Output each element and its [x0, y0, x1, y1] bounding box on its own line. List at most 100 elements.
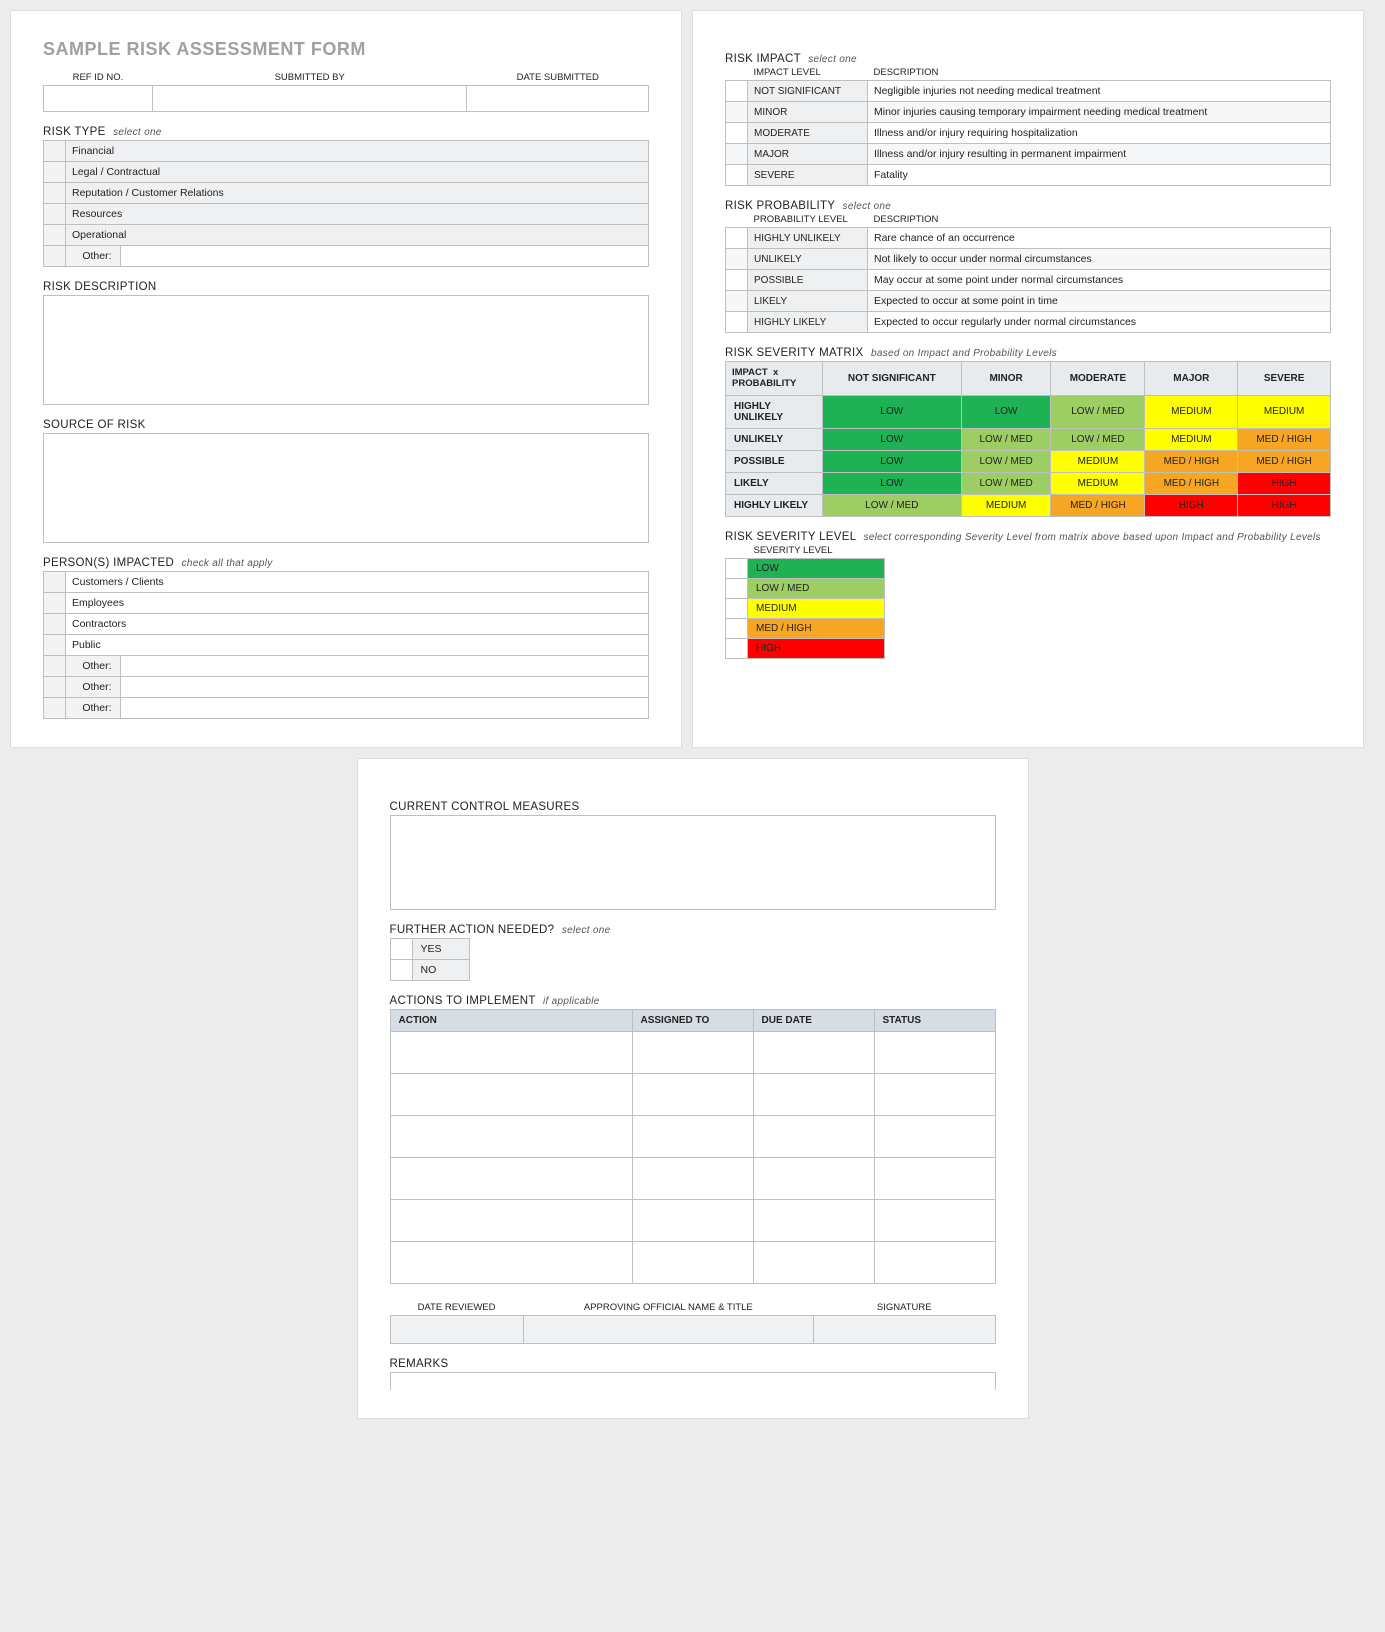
matrix-cell: MEDIUM — [1051, 472, 1145, 494]
actions-cell[interactable] — [874, 1032, 995, 1074]
actions-cell[interactable] — [390, 1074, 632, 1116]
persons-other-input[interactable] — [120, 677, 648, 697]
risk-type-option: Legal / Contractual — [66, 162, 649, 183]
actions-cell[interactable] — [753, 1032, 874, 1074]
actions-cell[interactable] — [874, 1074, 995, 1116]
level-name: POSSIBLE — [748, 270, 868, 291]
actions-table: ACTIONASSIGNED TODUE DATESTATUS — [390, 1009, 996, 1284]
actions-cell[interactable] — [753, 1116, 874, 1158]
matrix-cell: MED / HIGH — [1145, 472, 1238, 494]
actions-cell[interactable] — [874, 1242, 995, 1284]
level-name: HIGHLY LIKELY — [748, 312, 868, 333]
persons-option: Customers / Clients — [66, 572, 649, 593]
level-checkbox[interactable] — [726, 312, 748, 333]
severity-level-option: HIGH — [748, 638, 885, 658]
risk-type-table: FinancialLegal / ContractualReputation /… — [43, 140, 649, 267]
severity-level-checkbox[interactable] — [726, 578, 748, 598]
actions-cell[interactable] — [632, 1074, 753, 1116]
risk-type-checkbox[interactable] — [44, 225, 66, 246]
severity-level-checkbox[interactable] — [726, 618, 748, 638]
severity-level-option: LOW — [748, 558, 885, 578]
persons-checkbox[interactable] — [44, 572, 66, 593]
actions-cell[interactable] — [753, 1200, 874, 1242]
signoff-signature-label: SIGNATURE — [813, 1298, 995, 1316]
date-submitted-input[interactable] — [467, 86, 649, 112]
severity-level-label: RISK SEVERITY LEVEL select corresponding… — [725, 531, 1331, 543]
severity-level-checkbox[interactable] — [726, 558, 748, 578]
level-name: NOT SIGNIFICANT — [748, 81, 868, 102]
further-action-yes-checkbox[interactable] — [390, 939, 412, 960]
actions-cell[interactable] — [390, 1032, 632, 1074]
matrix-impact-header: SEVERE — [1238, 362, 1331, 396]
risk-description-input[interactable] — [43, 295, 649, 405]
severity-level-sub: select corresponding Severity Level from… — [863, 532, 1320, 543]
actions-cell[interactable] — [753, 1074, 874, 1116]
persons-checkbox[interactable] — [44, 593, 66, 614]
signoff-date-label: DATE REVIEWED — [390, 1298, 523, 1316]
actions-cell[interactable] — [390, 1158, 632, 1200]
signoff-date-input[interactable] — [390, 1316, 523, 1344]
risk-type-checkbox[interactable] — [44, 141, 66, 162]
ref-id-input[interactable] — [44, 86, 153, 112]
persons-checkbox[interactable] — [44, 635, 66, 656]
actions-cell[interactable] — [753, 1242, 874, 1284]
further-action-yes-label: YES — [412, 939, 469, 960]
level-checkbox[interactable] — [726, 249, 748, 270]
level-checkbox[interactable] — [726, 81, 748, 102]
matrix-impact-header: MODERATE — [1051, 362, 1145, 396]
persons-checkbox[interactable] — [44, 677, 66, 698]
sheet-1: SAMPLE RISK ASSESSMENT FORM REF ID NO. S… — [10, 10, 682, 748]
current-controls-input[interactable] — [390, 815, 996, 910]
level-checkbox[interactable] — [726, 165, 748, 186]
risk-impact-label: RISK IMPACT select one — [725, 53, 1331, 65]
risk-type-checkbox[interactable] — [44, 204, 66, 225]
persons-other-input[interactable] — [120, 698, 648, 718]
persons-checkbox[interactable] — [44, 698, 66, 719]
persons-checkbox[interactable] — [44, 656, 66, 677]
matrix-cell: MEDIUM — [1238, 395, 1331, 428]
source-of-risk-input[interactable] — [43, 433, 649, 543]
actions-cell[interactable] — [632, 1158, 753, 1200]
matrix-impact-header: NOT SIGNIFICANT — [822, 362, 961, 396]
level-desc: Illness and/or injury requiring hospital… — [868, 123, 1331, 144]
actions-cell[interactable] — [390, 1242, 632, 1284]
actions-cell[interactable] — [874, 1158, 995, 1200]
level-checkbox[interactable] — [726, 270, 748, 291]
actions-label-text: ACTIONS TO IMPLEMENT — [390, 995, 536, 1007]
severity-level-checkbox[interactable] — [726, 598, 748, 618]
actions-cell[interactable] — [632, 1242, 753, 1284]
signoff-signature-input[interactable] — [813, 1316, 995, 1344]
level-checkbox[interactable] — [726, 144, 748, 165]
submitted-by-input[interactable] — [152, 86, 467, 112]
level-desc: Illness and/or injury resulting in perma… — [868, 144, 1331, 165]
remarks-input[interactable] — [390, 1372, 996, 1390]
matrix-sub: based on Impact and Probability Levels — [871, 348, 1057, 359]
actions-cell[interactable] — [632, 1200, 753, 1242]
actions-sub: if applicable — [543, 996, 600, 1007]
level-checkbox[interactable] — [726, 102, 748, 123]
actions-cell[interactable] — [390, 1200, 632, 1242]
level-name: HIGHLY UNLIKELY — [748, 228, 868, 249]
level-checkbox[interactable] — [726, 228, 748, 249]
persons-other-input[interactable] — [120, 656, 648, 676]
further-action-no-label: NO — [412, 960, 469, 981]
actions-cell[interactable] — [753, 1158, 874, 1200]
actions-cell[interactable] — [874, 1116, 995, 1158]
matrix-prob-header: UNLIKELY — [726, 428, 823, 450]
actions-cell[interactable] — [632, 1116, 753, 1158]
risk-type-checkbox[interactable] — [44, 183, 66, 204]
actions-cell[interactable] — [632, 1032, 753, 1074]
severity-level-checkbox[interactable] — [726, 638, 748, 658]
further-action-no-checkbox[interactable] — [390, 960, 412, 981]
level-checkbox[interactable] — [726, 291, 748, 312]
level-desc: Negligible injuries not needing medical … — [868, 81, 1331, 102]
actions-cell[interactable] — [390, 1116, 632, 1158]
actions-cell[interactable] — [874, 1200, 995, 1242]
risk-type-checkbox[interactable] — [44, 246, 66, 267]
risk-impact-sub: select one — [808, 54, 857, 65]
signoff-official-input[interactable] — [523, 1316, 813, 1344]
persons-checkbox[interactable] — [44, 614, 66, 635]
risk-type-other-input[interactable] — [120, 246, 648, 266]
risk-type-checkbox[interactable] — [44, 162, 66, 183]
level-checkbox[interactable] — [726, 123, 748, 144]
